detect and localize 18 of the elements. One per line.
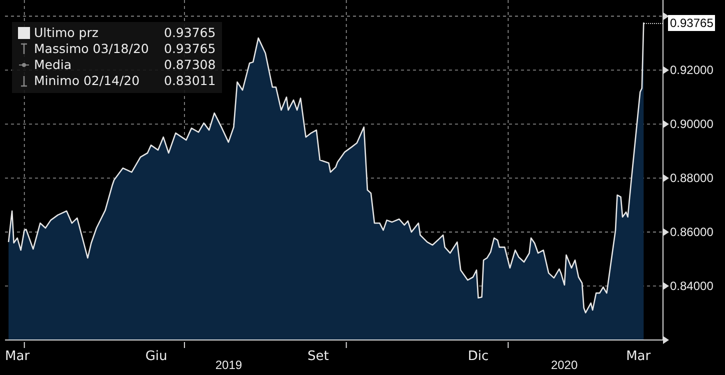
x-tick-label: Set [307, 349, 329, 364]
text: Media 0.87308 [34, 57, 216, 72]
x-tick-label: Mar [5, 349, 30, 364]
annotation: 0.93765 [668, 14, 716, 31]
x-tick-label: Mar [626, 349, 652, 364]
y-tick-label: 0.92000 [670, 63, 714, 78]
text: 2020 [550, 358, 579, 372]
y-tick-label: 0.88000 [670, 171, 714, 186]
legend-label: Ultimo prz [34, 25, 100, 41]
x-tick-label: Dic [468, 349, 489, 364]
annotation: 0.93765 [164, 25, 216, 41]
y-tick-label: 0.86000 [670, 225, 714, 240]
y-tick-label: 0.84000 [670, 279, 714, 294]
text: 2019 [214, 358, 244, 372]
text: Minimo 02/14/20 0.83011 [34, 73, 216, 88]
text: Massimo 03/18/20 0.93765 [34, 41, 216, 56]
x-tick-label: Giu [145, 349, 168, 364]
y-tick-label: 0.90000 [670, 117, 714, 132]
